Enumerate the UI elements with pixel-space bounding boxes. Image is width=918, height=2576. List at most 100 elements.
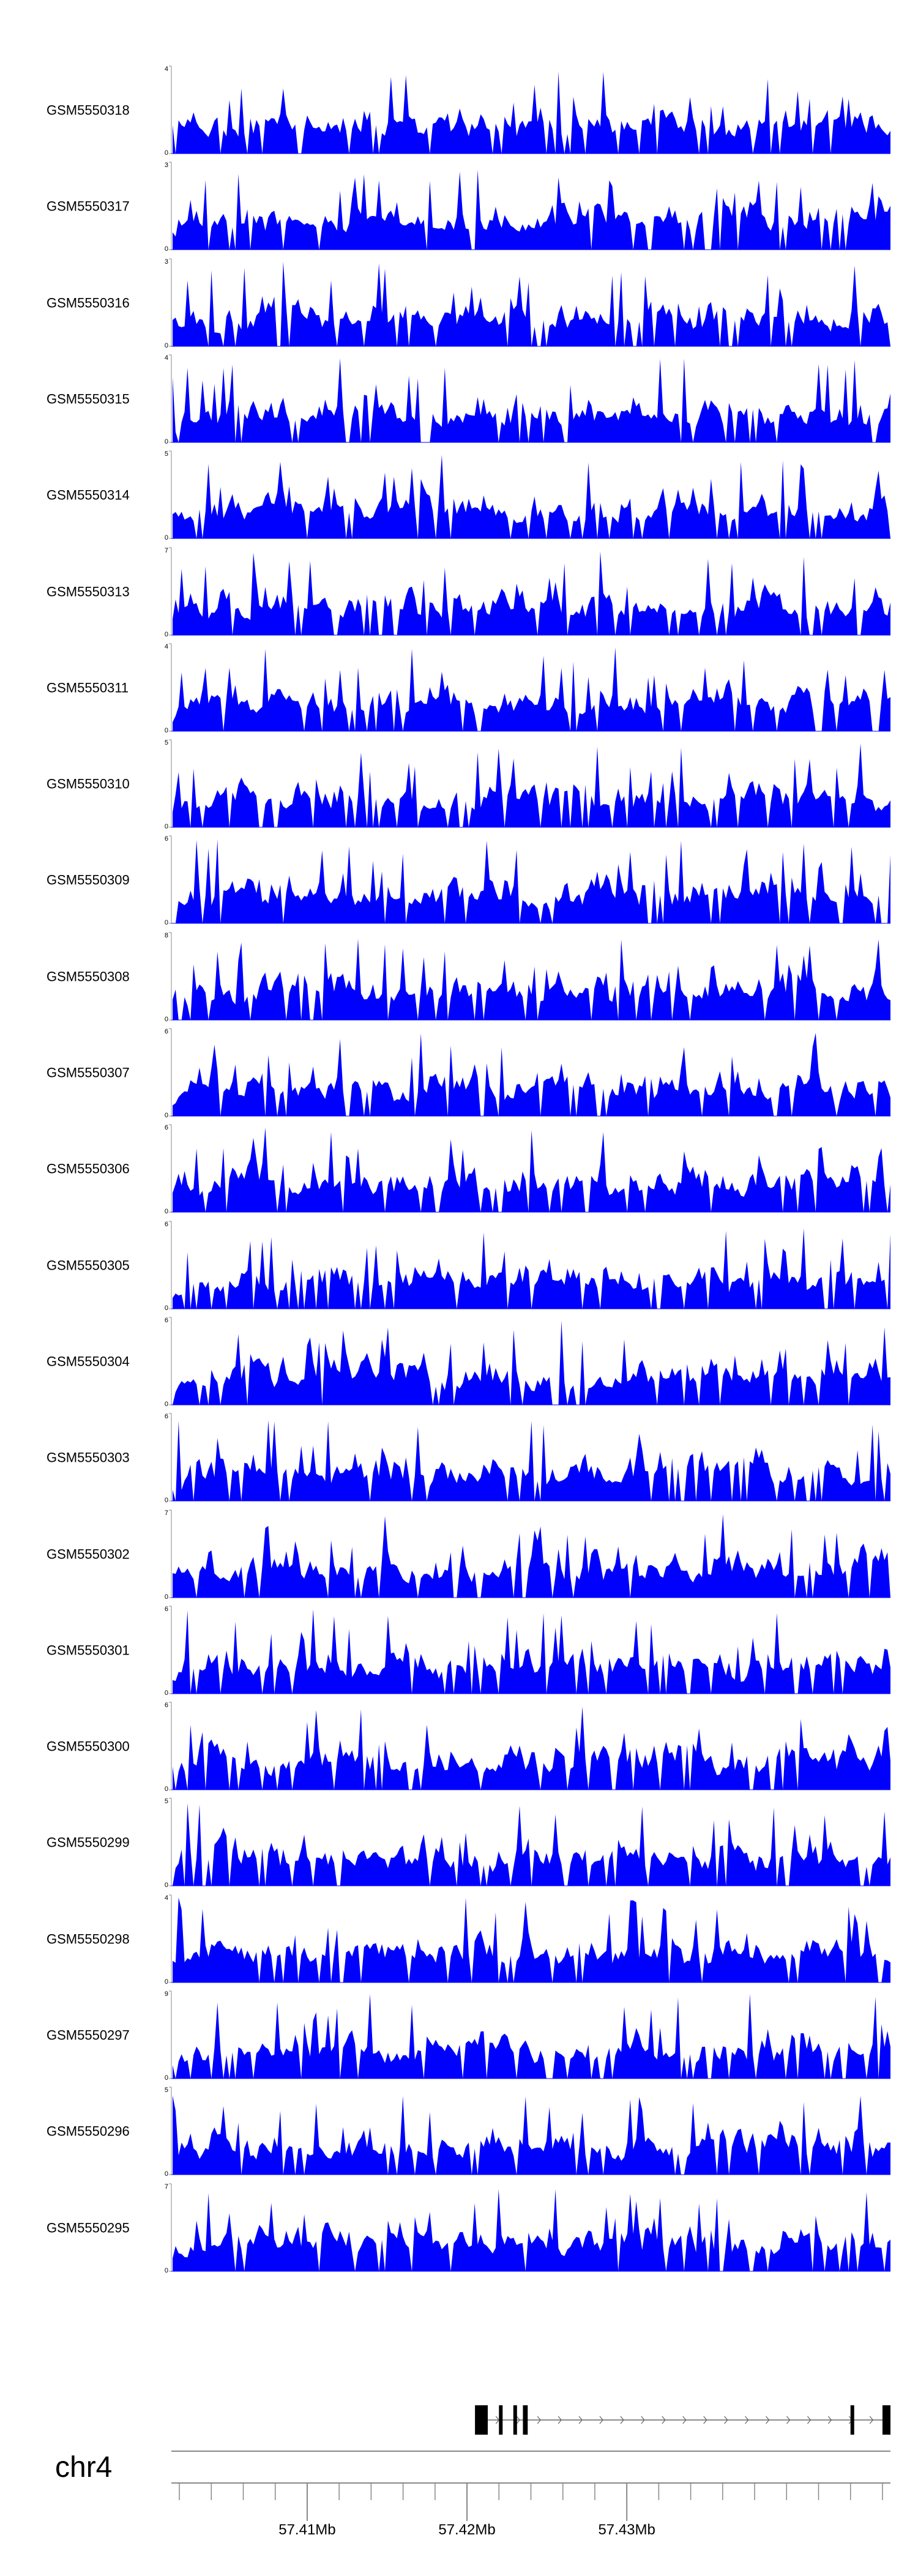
track-label: GSM5550299: [47, 1835, 130, 1850]
coverage-area: [173, 839, 890, 923]
y-min-label: 0: [165, 2267, 168, 2274]
exon: [850, 2405, 854, 2435]
track-GSM5550308: GSM5550308 8 0: [47, 932, 890, 1023]
strand-arrow: [662, 2416, 666, 2424]
coverage-area: [173, 551, 890, 635]
track-label: GSM5550298: [47, 1932, 130, 1947]
coverage-area: [173, 1127, 890, 1212]
track-GSM5550317: GSM5550317 3 0: [47, 162, 890, 253]
track-label: GSM5550300: [47, 1739, 130, 1754]
track-label: GSM5550305: [47, 1258, 130, 1273]
strand-arrow: [766, 2416, 770, 2424]
y-min-label: 0: [165, 1785, 168, 1793]
coverage-area: [173, 647, 890, 731]
coverage-area: [173, 1420, 890, 1501]
y-min-label: 0: [165, 1401, 168, 1408]
y-min-label: 0: [165, 2074, 168, 2082]
chromosome-label: chr4: [55, 2451, 112, 2484]
strand-arrow: [827, 2416, 832, 2424]
coverage-area: [173, 743, 890, 827]
track-label: GSM5550311: [47, 680, 129, 696]
y-max-label: 5: [165, 1798, 168, 1805]
y-max-label: 6: [165, 1606, 168, 1613]
strand-arrow: [682, 2416, 687, 2424]
genome-axis-track: 57.41Mb 57.42Mb 57.43Mb chr4: [55, 2451, 890, 2538]
y-min-label: 0: [165, 342, 168, 349]
track-GSM5550316: GSM5550316 3 0: [47, 258, 890, 349]
major-tick-label: 57.41Mb: [278, 2522, 335, 2538]
track-label: GSM5550313: [47, 584, 130, 600]
track-label: GSM5550297: [47, 2028, 130, 2043]
y-max-label: 7: [165, 547, 168, 554]
strand-arrow: [558, 2416, 562, 2424]
y-min-label: 0: [165, 1882, 168, 1889]
y-min-label: 0: [165, 727, 168, 734]
track-GSM5550303: GSM5550303 6 0: [47, 1413, 890, 1504]
coverage-area: [173, 2189, 890, 2271]
y-min-label: 0: [165, 631, 168, 638]
y-max-label: 8: [165, 932, 168, 939]
track-GSM5550311: GSM5550311 4 0: [47, 643, 890, 734]
track-GSM5550306: GSM5550306 6 0: [47, 1124, 890, 1215]
track-GSM5550314: GSM5550314 5 0: [47, 450, 890, 542]
coverage-area: [173, 261, 890, 346]
coverage-area: [173, 358, 890, 442]
exon: [499, 2405, 503, 2435]
y-max-label: 6: [165, 1028, 168, 1035]
track-GSM5550310: GSM5550310 5 0: [47, 739, 890, 830]
coverage-area: [173, 1514, 890, 1598]
y-max-label: 5: [165, 450, 168, 458]
track-label: GSM5550303: [47, 1450, 130, 1465]
y-max-label: 5: [165, 2086, 168, 2094]
track-GSM5550302: GSM5550302 7 0: [47, 1509, 890, 1601]
track-label: GSM5550301: [47, 1643, 130, 1658]
track-GSM5550295: GSM5550295 7 0: [47, 2183, 890, 2274]
track-label: GSM5550306: [47, 1161, 130, 1177]
track-GSM5550296: GSM5550296 5 0: [47, 2086, 890, 2178]
strand-arrow: [703, 2416, 707, 2424]
coverage-area: [173, 2095, 890, 2175]
track-GSM5550297: GSM5550297 9 0: [47, 1990, 890, 2082]
track-label: GSM5550314: [47, 488, 130, 503]
track-GSM5550315: GSM5550315 4 0: [47, 354, 890, 445]
coverage-area: [173, 455, 890, 538]
strand-arrow: [869, 2416, 874, 2424]
y-max-label: 6: [165, 1413, 168, 1420]
exon: [523, 2405, 528, 2435]
y-max-label: 6: [165, 1317, 168, 1324]
y-min-label: 0: [165, 245, 168, 253]
strand-arrow: [516, 2416, 521, 2424]
y-max-label: 4: [165, 1894, 168, 1902]
track-label: GSM5550296: [47, 2124, 130, 2139]
y-max-label: 9: [165, 1990, 168, 1998]
coverage-area: [173, 1707, 890, 1790]
y-max-label: 4: [165, 65, 168, 73]
y-max-label: 4: [165, 354, 168, 362]
coverage-area: [173, 1033, 890, 1116]
strand-arrow: [537, 2416, 542, 2424]
y-min-label: 0: [165, 149, 168, 157]
coverage-area: [173, 1320, 890, 1405]
track-GSM5550309: GSM5550309 6 0: [47, 835, 890, 926]
track-GSM5550313: GSM5550313 7 0: [47, 547, 890, 638]
strand-arrow: [745, 2416, 749, 2424]
y-min-label: 0: [165, 1497, 168, 1504]
track-label: GSM5550317: [47, 199, 130, 214]
track-label: GSM5550316: [47, 296, 130, 311]
y-min-label: 0: [165, 823, 168, 830]
track-GSM5550305: GSM5550305 6 0: [47, 1221, 890, 1312]
strand-arrow: [578, 2416, 583, 2424]
strand-arrow: [786, 2416, 791, 2424]
coverage-area: [173, 169, 890, 250]
strand-arrow: [807, 2416, 812, 2424]
y-min-label: 0: [165, 1112, 168, 1119]
coverage-area: [173, 1993, 890, 2079]
y-max-label: 4: [165, 643, 168, 650]
track-GSM5550298: GSM5550298 4 0: [47, 1894, 890, 1986]
track-GSM5550307: GSM5550307 6 0: [47, 1028, 890, 1119]
coverage-area: [173, 1228, 890, 1309]
track-label: GSM5550307: [47, 1065, 130, 1081]
y-max-label: 6: [165, 1702, 168, 1709]
track-label: GSM5550318: [47, 103, 130, 118]
track-GSM5550299: GSM5550299 5 0: [47, 1798, 890, 1889]
